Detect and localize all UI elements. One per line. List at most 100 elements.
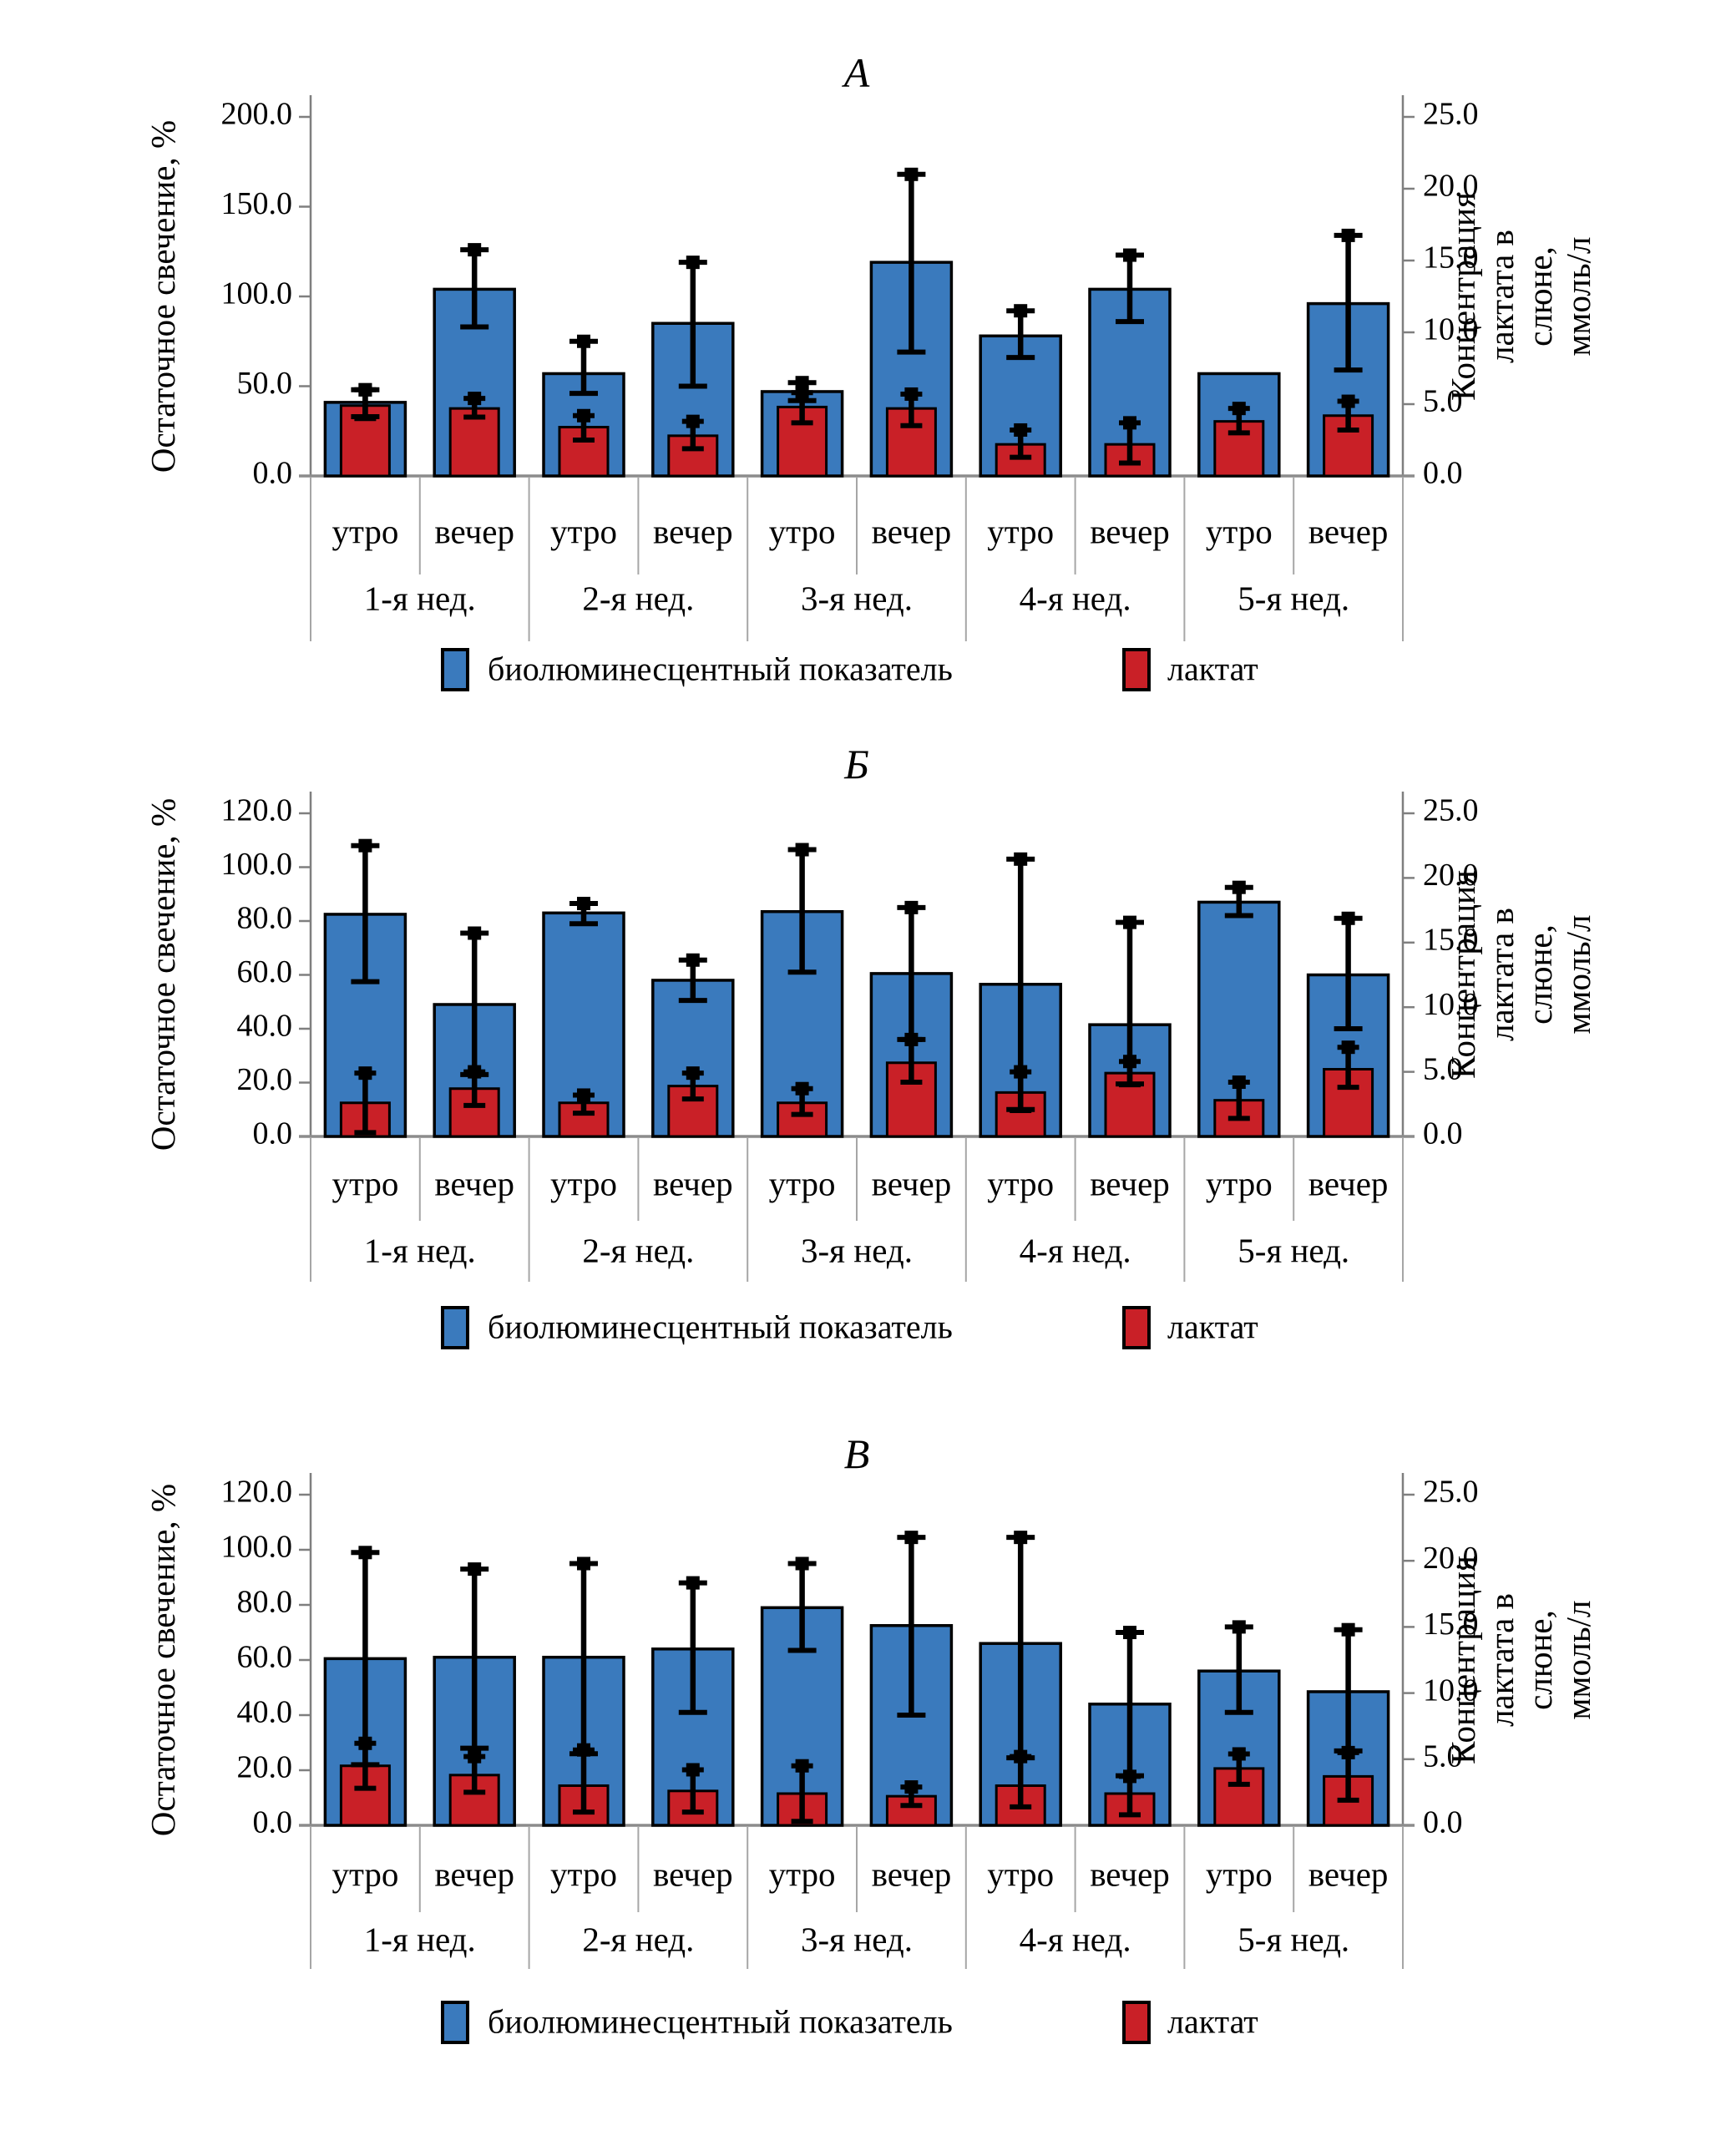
error-bar-top-marker	[1341, 394, 1355, 408]
left-axis-tick-label: 80.0	[237, 901, 293, 936]
time-label: вечер	[653, 1855, 733, 1893]
time-label: утро	[769, 1164, 836, 1202]
error-bar-top-marker	[468, 926, 482, 940]
error-bar-top-marker	[468, 1749, 482, 1764]
week-label: 5-я нед.	[1238, 1920, 1349, 1958]
time-label: утро	[332, 1164, 398, 1202]
error-bar-top-marker	[1232, 402, 1246, 416]
week-label: 2-я нед.	[582, 579, 694, 617]
time-label: утро	[769, 1855, 836, 1893]
error-bar-top-marker	[904, 1032, 919, 1046]
error-bar-top-marker	[686, 953, 700, 967]
legend-swatch-bioluminescent	[441, 648, 469, 691]
error-bar-top-marker	[795, 376, 809, 390]
error-bar-top-marker	[577, 334, 590, 348]
left-axis-tick-label: 0.0	[253, 456, 293, 491]
panel-a-title: А	[843, 49, 870, 96]
error-bar-top-marker	[358, 1546, 372, 1560]
week-label: 4-я нед.	[1020, 1920, 1131, 1958]
error-bar-top-marker	[1341, 1622, 1355, 1637]
right-axis-tick-label: 20.0	[1423, 1541, 1479, 1576]
time-label: вечер	[1308, 512, 1389, 550]
error-bar-top-marker	[577, 1088, 590, 1102]
error-bar-top-marker	[468, 1562, 482, 1577]
right-axis-tick-label: 15.0	[1423, 1607, 1479, 1642]
error-bar-top-marker	[686, 256, 700, 270]
error-bar-top-marker	[904, 1780, 919, 1794]
error-bar-top-marker	[1232, 1747, 1246, 1761]
time-label: вечер	[434, 512, 514, 550]
error-bar-top-marker	[795, 1556, 809, 1571]
error-bar-top-marker	[1123, 248, 1136, 262]
right-axis-tick-label: 15.0	[1423, 240, 1479, 276]
right-axis-tick-label: 0.0	[1423, 456, 1463, 491]
time-label: утро	[550, 512, 617, 550]
error-bar-top-marker	[904, 1531, 919, 1545]
left-axis-tick-label: 120.0	[221, 793, 293, 828]
right-axis-tick-label: 10.0	[1423, 312, 1479, 347]
time-label: утро	[987, 512, 1054, 550]
week-label: 5-я нед.	[1238, 1231, 1349, 1269]
time-label: вечер	[653, 512, 733, 550]
legend-label-lactate: лактат	[1167, 650, 1258, 688]
error-bar-top-marker	[1014, 304, 1028, 318]
right-axis-tick-label: 5.0	[1423, 1051, 1463, 1086]
left-axis-tick-label: 20.0	[237, 1062, 293, 1097]
error-bar-top-marker	[358, 1736, 372, 1750]
panel-b-left-axis-title: Остаточное свечение, %	[144, 797, 183, 1151]
right-axis-tick-label: 20.0	[1423, 169, 1479, 204]
week-label: 3-я нед.	[801, 1920, 913, 1958]
error-bar-top-marker	[1123, 1055, 1136, 1069]
error-bar-top-marker	[904, 387, 919, 401]
error-bar-top-marker	[1232, 1620, 1246, 1634]
error-bar-top-marker	[904, 167, 919, 181]
error-bar-top-marker	[468, 392, 482, 406]
time-label: вечер	[872, 1164, 952, 1202]
left-axis-tick-label: 100.0	[221, 1530, 293, 1565]
legend-label-lactate: лактат	[1167, 2002, 1258, 2041]
legend-label-bioluminescent: биолюминесцентный показатель	[488, 1308, 953, 1346]
time-label: утро	[332, 512, 398, 550]
time-label: утро	[987, 1855, 1054, 1893]
left-axis-tick-label: 150.0	[221, 186, 293, 221]
time-label: утро	[1206, 1164, 1273, 1202]
week-label: 3-я нед.	[801, 1231, 913, 1269]
panel-b-right-axis-title: Концентрация лактата в слюне, ммоль/л	[1444, 870, 1597, 1079]
panel-b-title: Б	[844, 741, 869, 787]
right-axis-tick-label: 25.0	[1423, 793, 1479, 828]
bar-lactate	[1213, 1767, 1265, 1827]
left-axis-tick-label: 100.0	[221, 847, 293, 882]
error-bar-top-marker	[577, 1556, 590, 1571]
error-bar-top-marker	[686, 414, 700, 428]
error-bar-top-marker	[577, 897, 590, 911]
left-axis-tick-label: 120.0	[221, 1475, 293, 1510]
error-bar-top-marker	[904, 900, 919, 914]
legend-label-lactate: лактат	[1167, 1308, 1258, 1346]
right-axis-tick-label: 0.0	[1423, 1805, 1463, 1840]
time-label: вечер	[434, 1855, 514, 1893]
time-label: утро	[987, 1164, 1054, 1202]
time-label: вечер	[653, 1164, 733, 1202]
week-label: 1-я нед.	[364, 579, 476, 617]
left-axis-tick-label: 200.0	[221, 97, 293, 132]
time-label: вечер	[1308, 1164, 1389, 1202]
error-bar-top-marker	[1341, 1040, 1355, 1055]
panel-a-right-axis-title: Концентрация лактата в слюне, ммоль/л	[1444, 192, 1597, 401]
error-bar-top-marker	[1123, 1769, 1136, 1784]
error-bar-top-marker	[686, 1576, 700, 1590]
error-bar-top-marker	[795, 1081, 809, 1096]
time-label: вечер	[1090, 512, 1170, 550]
time-label: утро	[1206, 512, 1273, 550]
error-bar-top-marker	[795, 843, 809, 857]
time-label: вечер	[434, 1164, 514, 1202]
week-label: 3-я нед.	[801, 579, 913, 617]
time-label: утро	[769, 512, 836, 550]
error-bar-top-marker	[358, 1066, 372, 1081]
left-axis-tick-label: 0.0	[253, 1116, 293, 1151]
right-axis-tick-label: 10.0	[1423, 987, 1479, 1022]
panel-a-left-axis-title: Остаточное свечение, %	[144, 119, 183, 473]
error-bar-top-marker	[577, 408, 590, 423]
error-bar-top-marker	[1014, 1531, 1028, 1545]
